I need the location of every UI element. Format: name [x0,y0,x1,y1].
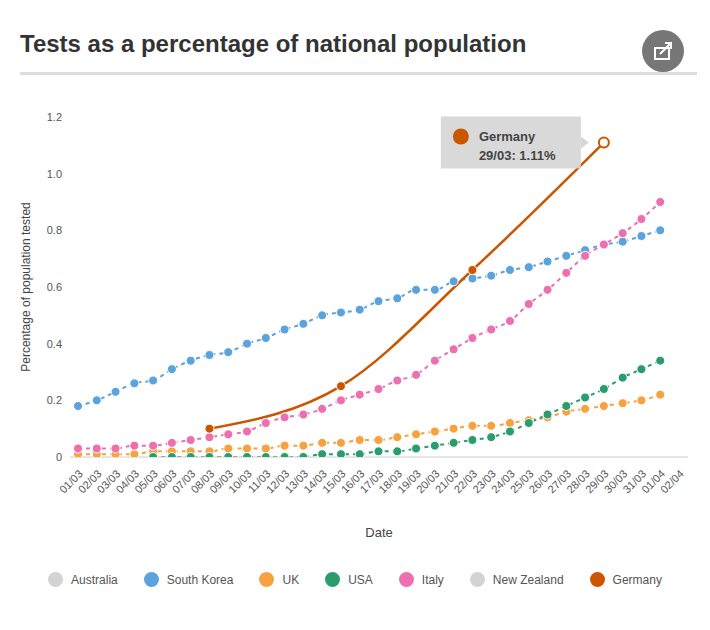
html-text:South Korea: South Korea [166,572,234,587]
svg-text:0: 0 [56,451,62,463]
svg-text:10/03: 10/03 [226,467,254,496]
svg-text:02/03: 02/03 [75,467,104,496]
svg-text:0.6: 0.6 [47,281,62,293]
svg-text:04/03: 04/03 [113,467,142,496]
svg-text:13/03: 13/03 [282,467,311,496]
svg-text:12/03: 12/03 [263,467,292,496]
svg-text:25/03: 25/03 [507,467,536,496]
svg-text:26/03: 26/03 [526,467,555,496]
html-text:UK: UK [282,572,300,587]
svg-text:01/04: 01/04 [639,467,668,496]
svg-text:06/03: 06/03 [150,467,179,496]
svg-text:0.8: 0.8 [47,224,62,236]
svg-text:18/03: 18/03 [376,467,405,496]
svg-text:14/03: 14/03 [301,467,330,496]
html-text:Italy: Italy [421,572,444,587]
svg-text:Date: Date [365,525,392,540]
svg-text:30/03: 30/03 [601,467,630,496]
svg-text:05/03: 05/03 [132,467,161,496]
html-text:Tests as a percentage of natio: Tests as a percentage of national popula… [20,30,527,57]
svg-text:22/03: 22/03 [451,467,480,496]
svg-text:29/03: 1.11%: 29/03: 1.11% [479,148,556,163]
svg-text:Percentage of population teste: Percentage of population tested [19,202,33,371]
svg-text:Germany: Germany [479,129,536,144]
html-text:USA: USA [348,572,373,587]
html-text:Australia: Australia [71,572,118,587]
svg-text:02/04: 02/04 [658,467,686,495]
svg-text:21/03: 21/03 [432,467,461,496]
svg-text:29/03: 29/03 [582,467,611,496]
html-text:New Zealand: New Zealand [492,572,564,587]
svg-text:1.2: 1.2 [47,111,62,123]
svg-text:27/03: 27/03 [545,467,574,496]
svg-text:16/03: 16/03 [338,467,367,496]
svg-text:31/03: 31/03 [620,467,649,496]
svg-text:17/03: 17/03 [357,467,386,496]
svg-text:24/03: 24/03 [489,467,517,496]
svg-text:19/03: 19/03 [395,467,423,496]
svg-text:23/03: 23/03 [470,467,499,496]
svg-text:20/03: 20/03 [413,467,442,496]
svg-text:15/03: 15/03 [319,467,348,496]
svg-text:03/03: 03/03 [94,467,123,496]
svg-text:0.4: 0.4 [47,338,62,350]
svg-text:01/03: 01/03 [57,467,85,496]
svg-text:11/03: 11/03 [245,467,273,495]
html-text:Germany: Germany [612,572,662,587]
svg-text:07/03: 07/03 [169,467,198,496]
svg-text:09/03: 09/03 [207,467,236,496]
svg-text:08/03: 08/03 [188,467,217,496]
svg-text:28/03: 28/03 [564,467,592,496]
svg-text:1.0: 1.0 [47,168,62,180]
svg-text:0.2: 0.2 [47,394,62,406]
